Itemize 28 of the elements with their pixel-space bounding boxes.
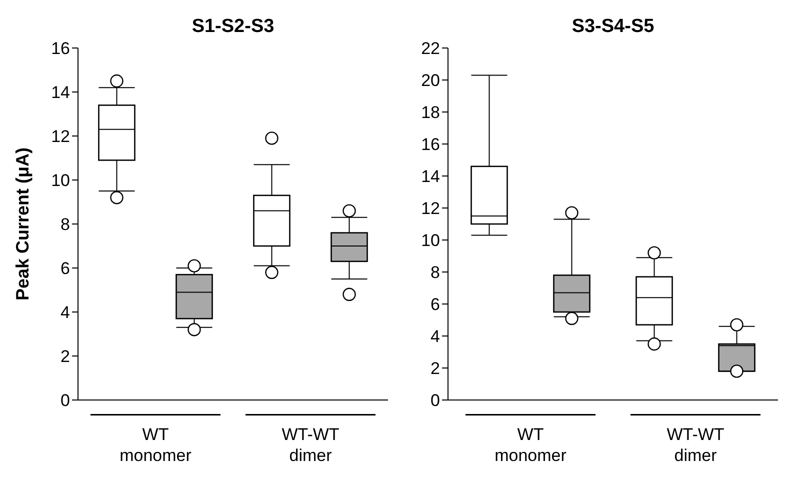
x-tick-label: WT monomer [494, 425, 567, 465]
y-tick-label: 16 [51, 39, 70, 58]
y-tick-label: 16 [421, 135, 440, 154]
y-tick-label: 10 [51, 171, 70, 190]
y-tick-label: 6 [430, 295, 440, 314]
y-tick-label: 0 [430, 391, 440, 410]
y-tick-label: 14 [51, 83, 70, 102]
y-tick-label: 2 [430, 359, 440, 378]
y-axis-title: Peak Current (μA) [12, 147, 32, 301]
y-tick-label: 4 [60, 303, 70, 322]
y-tick-label: 6 [60, 259, 70, 278]
y-tick-label: 2 [60, 347, 70, 366]
y-tick-label: 8 [430, 263, 440, 282]
y-tick-label: 4 [430, 327, 440, 346]
chart-title: S1-S2-S3 [190, 16, 276, 38]
y-tick-label: 0 [60, 391, 70, 410]
x-tick-label: WT-WT dimer [282, 425, 340, 465]
y-tick-label: 18 [421, 103, 440, 122]
y-tick-label: 10 [421, 231, 440, 250]
y-tick-label: 12 [51, 127, 70, 146]
y-tick-label: 8 [60, 215, 70, 234]
x-tick-label: WT-WT dimer [666, 425, 724, 465]
y-tick-label: 22 [421, 39, 440, 58]
x-tick-label: WT monomer [120, 425, 192, 465]
y-tick-label: 14 [421, 167, 440, 186]
y-tick-label: 20 [421, 71, 440, 90]
chart-title: S3-S4-S5 [570, 16, 656, 38]
y-tick-label: 12 [421, 199, 440, 218]
